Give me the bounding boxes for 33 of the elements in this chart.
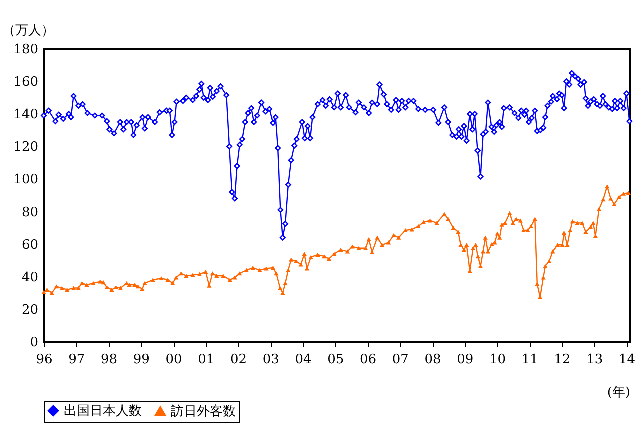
y-tick-label: 180	[14, 42, 38, 58]
y-tick-label: 0	[30, 336, 38, 350]
x-tick-label: 04	[295, 352, 312, 368]
x-tick-label: 14	[618, 352, 636, 368]
x-tick-label: 97	[68, 352, 86, 368]
x-tick-label: 05	[328, 352, 344, 368]
x-tick-label: 12	[554, 352, 571, 368]
y-tick-label: 40	[22, 270, 38, 286]
x-tick-label: 00	[166, 352, 182, 368]
x-tick-label: 01	[198, 352, 215, 368]
y-tick-label: 140	[14, 108, 38, 123]
x-tick-label: 08	[424, 352, 442, 368]
y-tick-label: 80	[22, 205, 38, 220]
x-tick-label: 07	[392, 352, 409, 368]
legend-label: 出国日本人数	[64, 404, 142, 419]
y-tick-label: 20	[22, 302, 38, 318]
x-axis-title: (年)	[607, 386, 630, 400]
y-tick-label: 60	[22, 238, 38, 253]
y-tick-label: 160	[14, 75, 38, 90]
x-tick-label: 98	[100, 352, 118, 368]
x-tick-label: 11	[522, 352, 538, 368]
x-tick-label: 10	[489, 352, 506, 368]
y-tick-label: 120	[14, 140, 38, 156]
x-tick-label: 03	[262, 352, 280, 368]
x-tick-label: 96	[36, 352, 53, 368]
legend-label: 訪日外客数	[171, 403, 236, 420]
x-tick-label: 06	[360, 352, 377, 368]
x-tick-label: 09	[457, 352, 474, 368]
x-tick-label: 02	[230, 352, 248, 368]
y-axis-title: （万人）	[2, 24, 54, 38]
x-tick-label: 13	[586, 352, 604, 368]
x-tick-label: 99	[133, 352, 150, 368]
y-tick-label: 100	[14, 172, 38, 188]
